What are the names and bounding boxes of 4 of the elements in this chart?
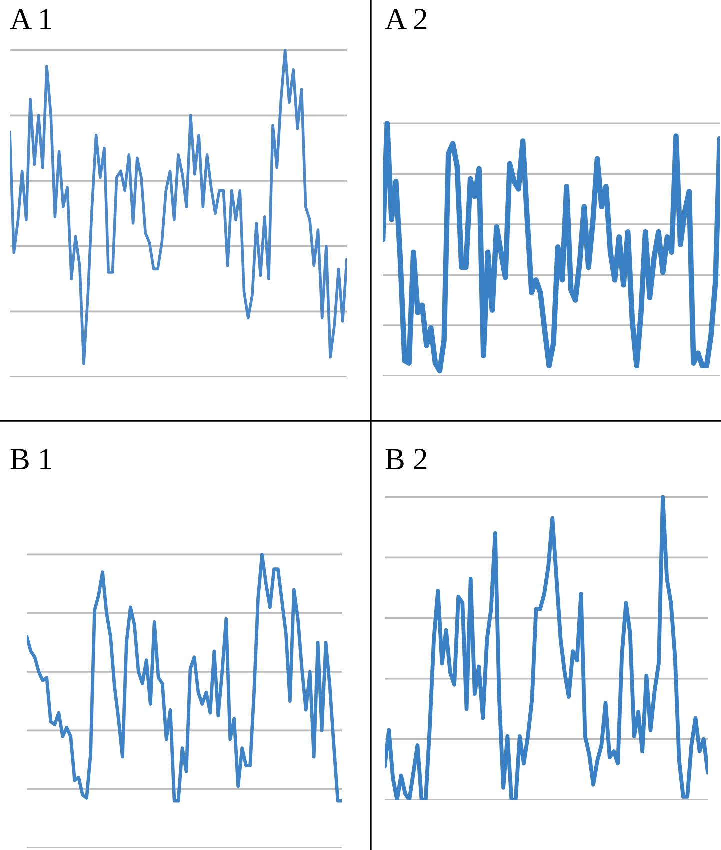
- chart-title: A 1: [10, 9, 52, 30]
- chart-title: B 1: [10, 449, 52, 470]
- chart-title: A 2: [385, 9, 427, 30]
- chart-title: B 2: [386, 449, 427, 470]
